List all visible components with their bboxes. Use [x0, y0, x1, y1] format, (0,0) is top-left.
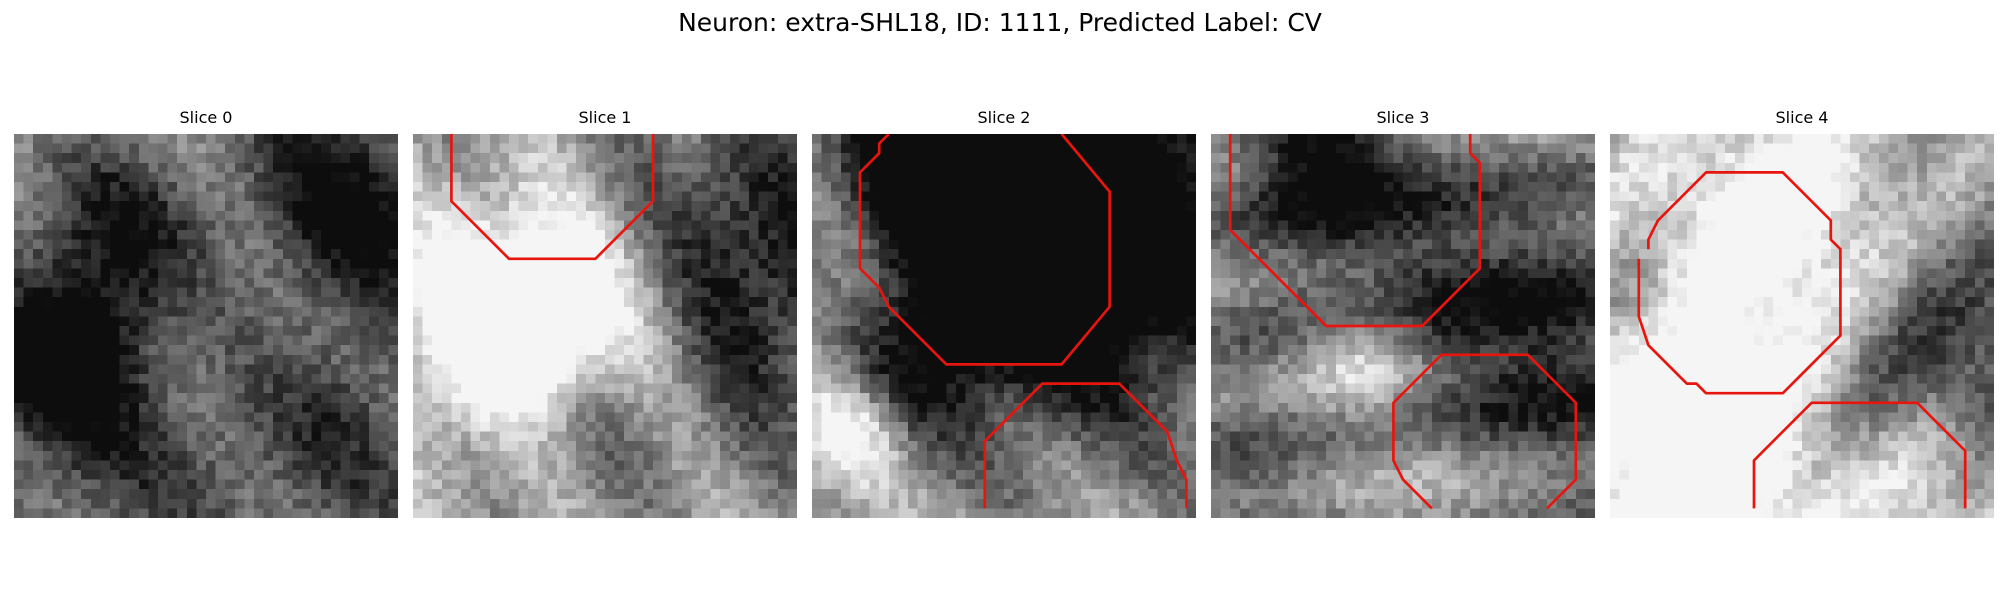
slice-title: Slice 0 [179, 108, 233, 127]
em-texture [1211, 134, 1595, 518]
segmentation-contour [450, 134, 655, 261]
slice-title: Slice 4 [1775, 108, 1829, 127]
segmentation-contour [1392, 353, 1578, 510]
segmentation-contour [1752, 401, 1967, 509]
slice-image [14, 134, 398, 518]
slice-title: Slice 1 [578, 108, 632, 127]
figure-title: Neuron: extra-SHL18, ID: 1111, Predicted… [678, 8, 1322, 37]
segmentation-contour [858, 134, 1111, 366]
em-texture [1610, 134, 1994, 518]
em-texture [413, 134, 797, 518]
segmentation-contour [1637, 171, 1842, 395]
slice-image [413, 134, 797, 518]
em-texture [812, 134, 1196, 518]
em-texture [14, 134, 398, 518]
slice-image [812, 134, 1196, 518]
segmentation-contour [983, 382, 1188, 509]
slice-image [1211, 134, 1595, 518]
slice-image [1610, 134, 1994, 518]
slice-title: Slice 2 [977, 108, 1031, 127]
segmentation-contour [1228, 134, 1482, 328]
slice-title: Slice 3 [1376, 108, 1430, 127]
